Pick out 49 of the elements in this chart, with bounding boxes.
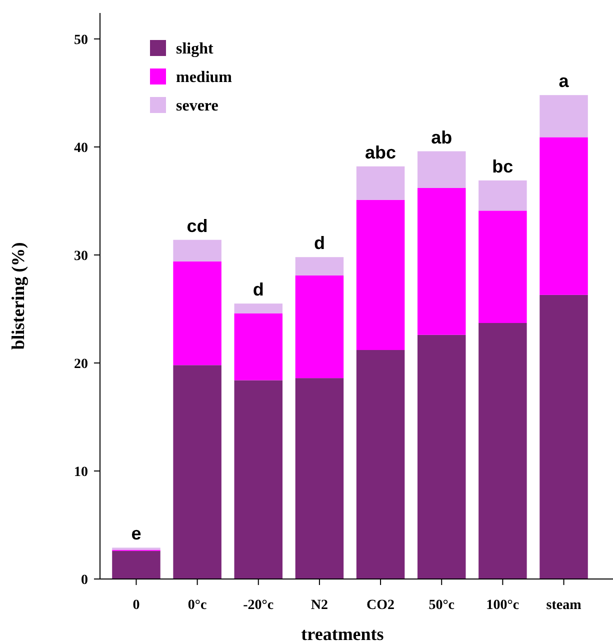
y-tick-label: 40: [74, 140, 88, 156]
bar: [417, 151, 466, 188]
bar: [173, 240, 222, 262]
legend-label: medium: [176, 69, 233, 86]
bar: [356, 166, 405, 200]
legend-label: slight: [176, 40, 214, 58]
x-axis-title: treatments: [301, 624, 384, 644]
x-tick-label: steam: [546, 598, 582, 613]
legend-label: severe: [176, 98, 218, 115]
bar: [234, 380, 283, 579]
x-tick-label: 0°c: [188, 598, 207, 613]
x-tick-label: CO2: [366, 598, 395, 613]
bar: [295, 378, 344, 579]
y-tick-label: 10: [74, 464, 88, 480]
annotation: cd: [186, 216, 208, 236]
annotation: d: [252, 280, 264, 300]
bar: [540, 95, 588, 138]
bar: [540, 294, 588, 579]
annotation: abc: [365, 142, 396, 162]
annotation: a: [558, 71, 570, 92]
annotation: ab: [431, 127, 452, 148]
bar: [234, 304, 283, 314]
bar: [478, 323, 527, 579]
y-tick-label: 0: [81, 572, 88, 588]
bar: [356, 350, 405, 579]
bar: [173, 365, 222, 579]
y-tick-label: 50: [74, 32, 88, 48]
annotation: d: [314, 233, 325, 254]
x-tick-label: 0: [132, 598, 140, 613]
bar: [112, 550, 160, 579]
bar: [173, 261, 222, 366]
y-tick-label: 30: [74, 248, 88, 264]
bar: [417, 188, 466, 335]
y-axis-title: blistering (%): [8, 242, 28, 350]
bar: [478, 210, 527, 324]
bar: [478, 180, 527, 211]
bar: [234, 313, 283, 380]
x-tick-label: 100°c: [486, 598, 520, 613]
y-tick-label: 20: [74, 356, 88, 372]
bar: [417, 334, 466, 579]
x-tick-label: 50°c: [428, 598, 455, 613]
annotation: e: [131, 524, 142, 544]
bar: [356, 200, 405, 350]
bar: [295, 257, 344, 276]
x-tick-label: N2: [310, 598, 328, 613]
annotation: bc: [492, 156, 514, 176]
bar: [540, 137, 588, 295]
bar: [295, 275, 344, 378]
x-tick-label: -20°c: [243, 598, 274, 613]
